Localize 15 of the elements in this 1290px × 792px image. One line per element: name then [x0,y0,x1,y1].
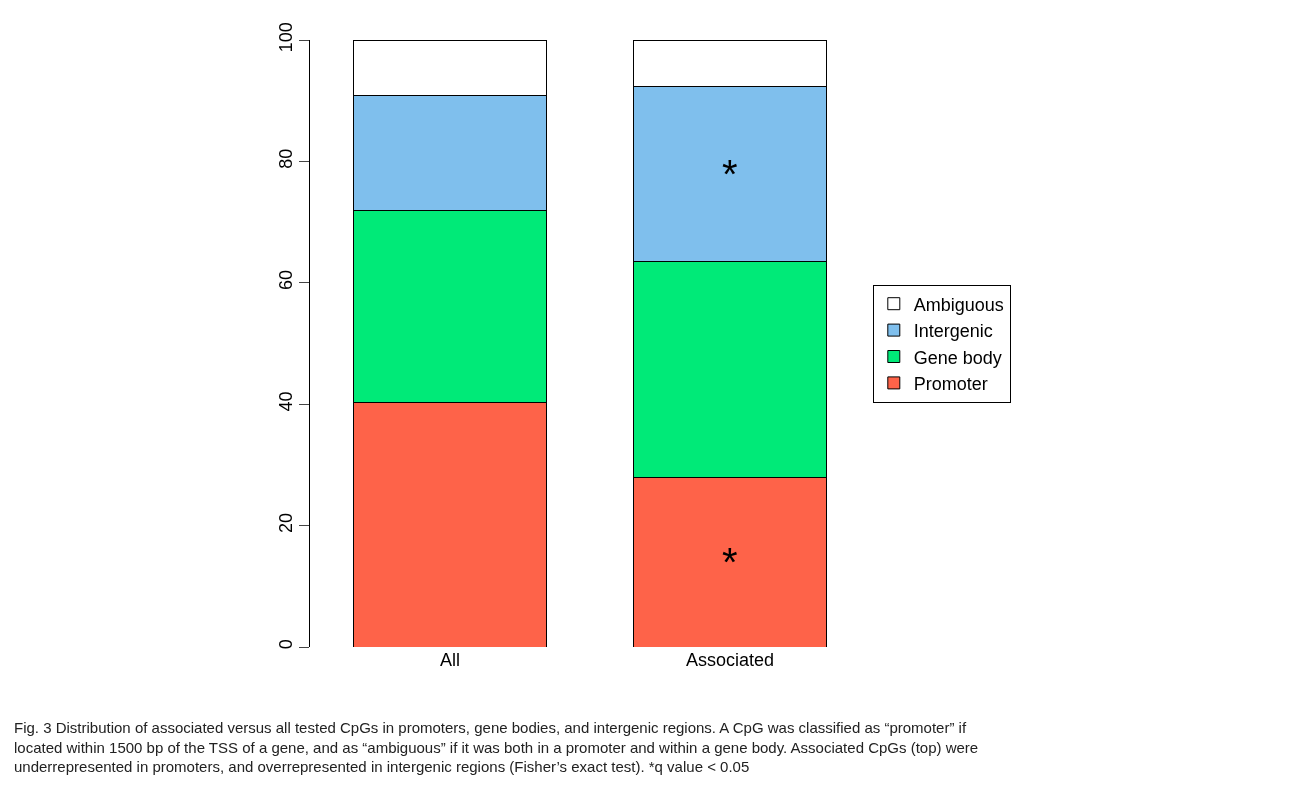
y-tick-label: 40 [275,391,296,412]
legend-label: Intergenic [913,321,993,342]
y-tick-label: 60 [275,270,296,291]
y-tick-label: 80 [275,148,296,169]
caption: Fig. 3 Distribution of associated versus all tested CpGs in promoters, gene bodies, and intergenic regions. A CpG was classified as “promoter” if located within 1500 bp of the TSS of a gene, and as “ambiguous” if it was both in a promoter and within a gene body. Associated CpGs (top) were underrepresented in promoters, and overrepresented in intergenic regions (Fisher’s exact test). *q value < 0.05 [14,719,979,775]
legend-label: Gene body [913,347,1002,368]
x-tick-label: All [439,650,461,670]
y-tick-label: 100 [275,22,296,53]
annotation: * [722,152,738,196]
legend-label: Ambiguous [913,294,1004,315]
y-tick-label: 0 [275,639,296,650]
legend-label: Promoter [913,373,988,394]
x-tick-label: Associated [685,650,775,670]
annotation: * [722,540,738,584]
y-tick-label: 20 [275,512,296,533]
